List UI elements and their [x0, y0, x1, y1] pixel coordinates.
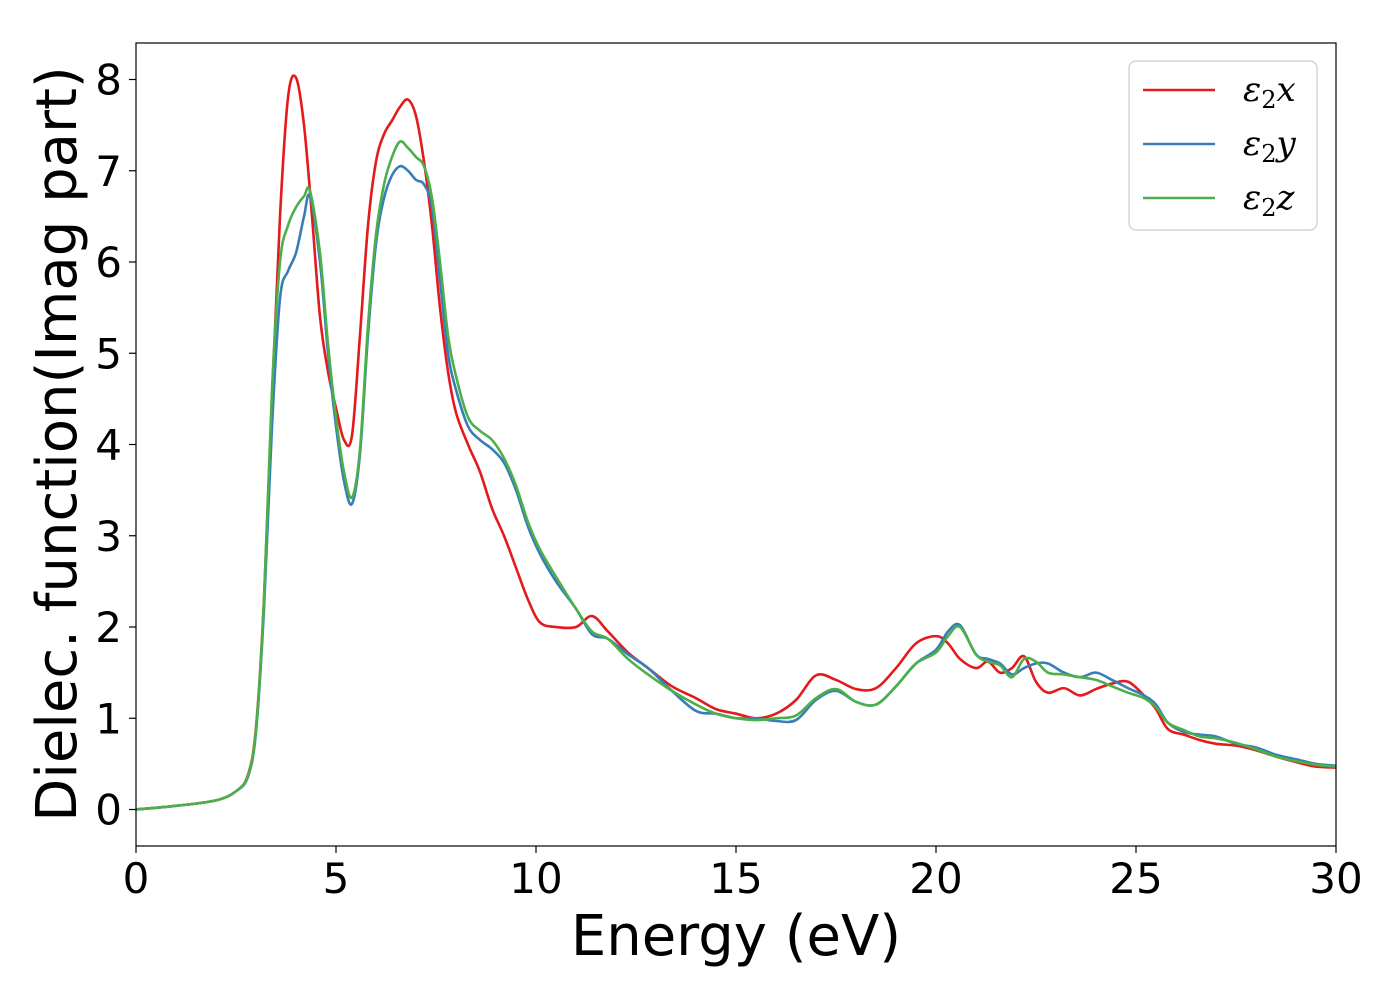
series-layer — [135, 74, 1337, 811]
y-tick-label: 0 — [95, 786, 122, 835]
y-tick-label: 6 — [95, 238, 122, 287]
y-tick-label: 4 — [95, 421, 122, 470]
series-line-z — [135, 140, 1337, 811]
x-tick-label: 15 — [709, 854, 762, 903]
x-tick-label: 30 — [1309, 854, 1362, 903]
series-line-x — [135, 74, 1337, 811]
legend: ε2x ε2y ε2z — [1128, 60, 1318, 231]
y-axis-title: Dielec. function(Imag part) — [25, 66, 90, 822]
x-tick-label: 25 — [1109, 854, 1162, 903]
legend-box — [1128, 60, 1318, 231]
x-tick-label: 20 — [909, 854, 962, 903]
legend-label-z: ε2z — [1243, 178, 1296, 222]
x-tick-label: 5 — [323, 854, 350, 903]
x-axis-title: Energy (eV) — [571, 904, 901, 969]
x-axis: 0 5 10 15 20 25 30 — [123, 846, 1363, 903]
x-tick-label: 0 — [123, 854, 150, 903]
y-tick-label: 5 — [95, 329, 122, 378]
y-axis: 0 1 2 3 4 5 6 7 8 — [95, 56, 136, 835]
legend-label-x: ε2x — [1243, 70, 1296, 114]
y-tick-label: 3 — [95, 512, 122, 561]
y-tick-label: 8 — [95, 56, 122, 105]
y-tick-label: 7 — [95, 147, 122, 196]
y-tick-label: 1 — [95, 694, 122, 743]
x-tick-label: 10 — [509, 854, 562, 903]
legend-label-y: ε2y — [1243, 124, 1297, 168]
y-tick-label: 2 — [95, 603, 122, 652]
